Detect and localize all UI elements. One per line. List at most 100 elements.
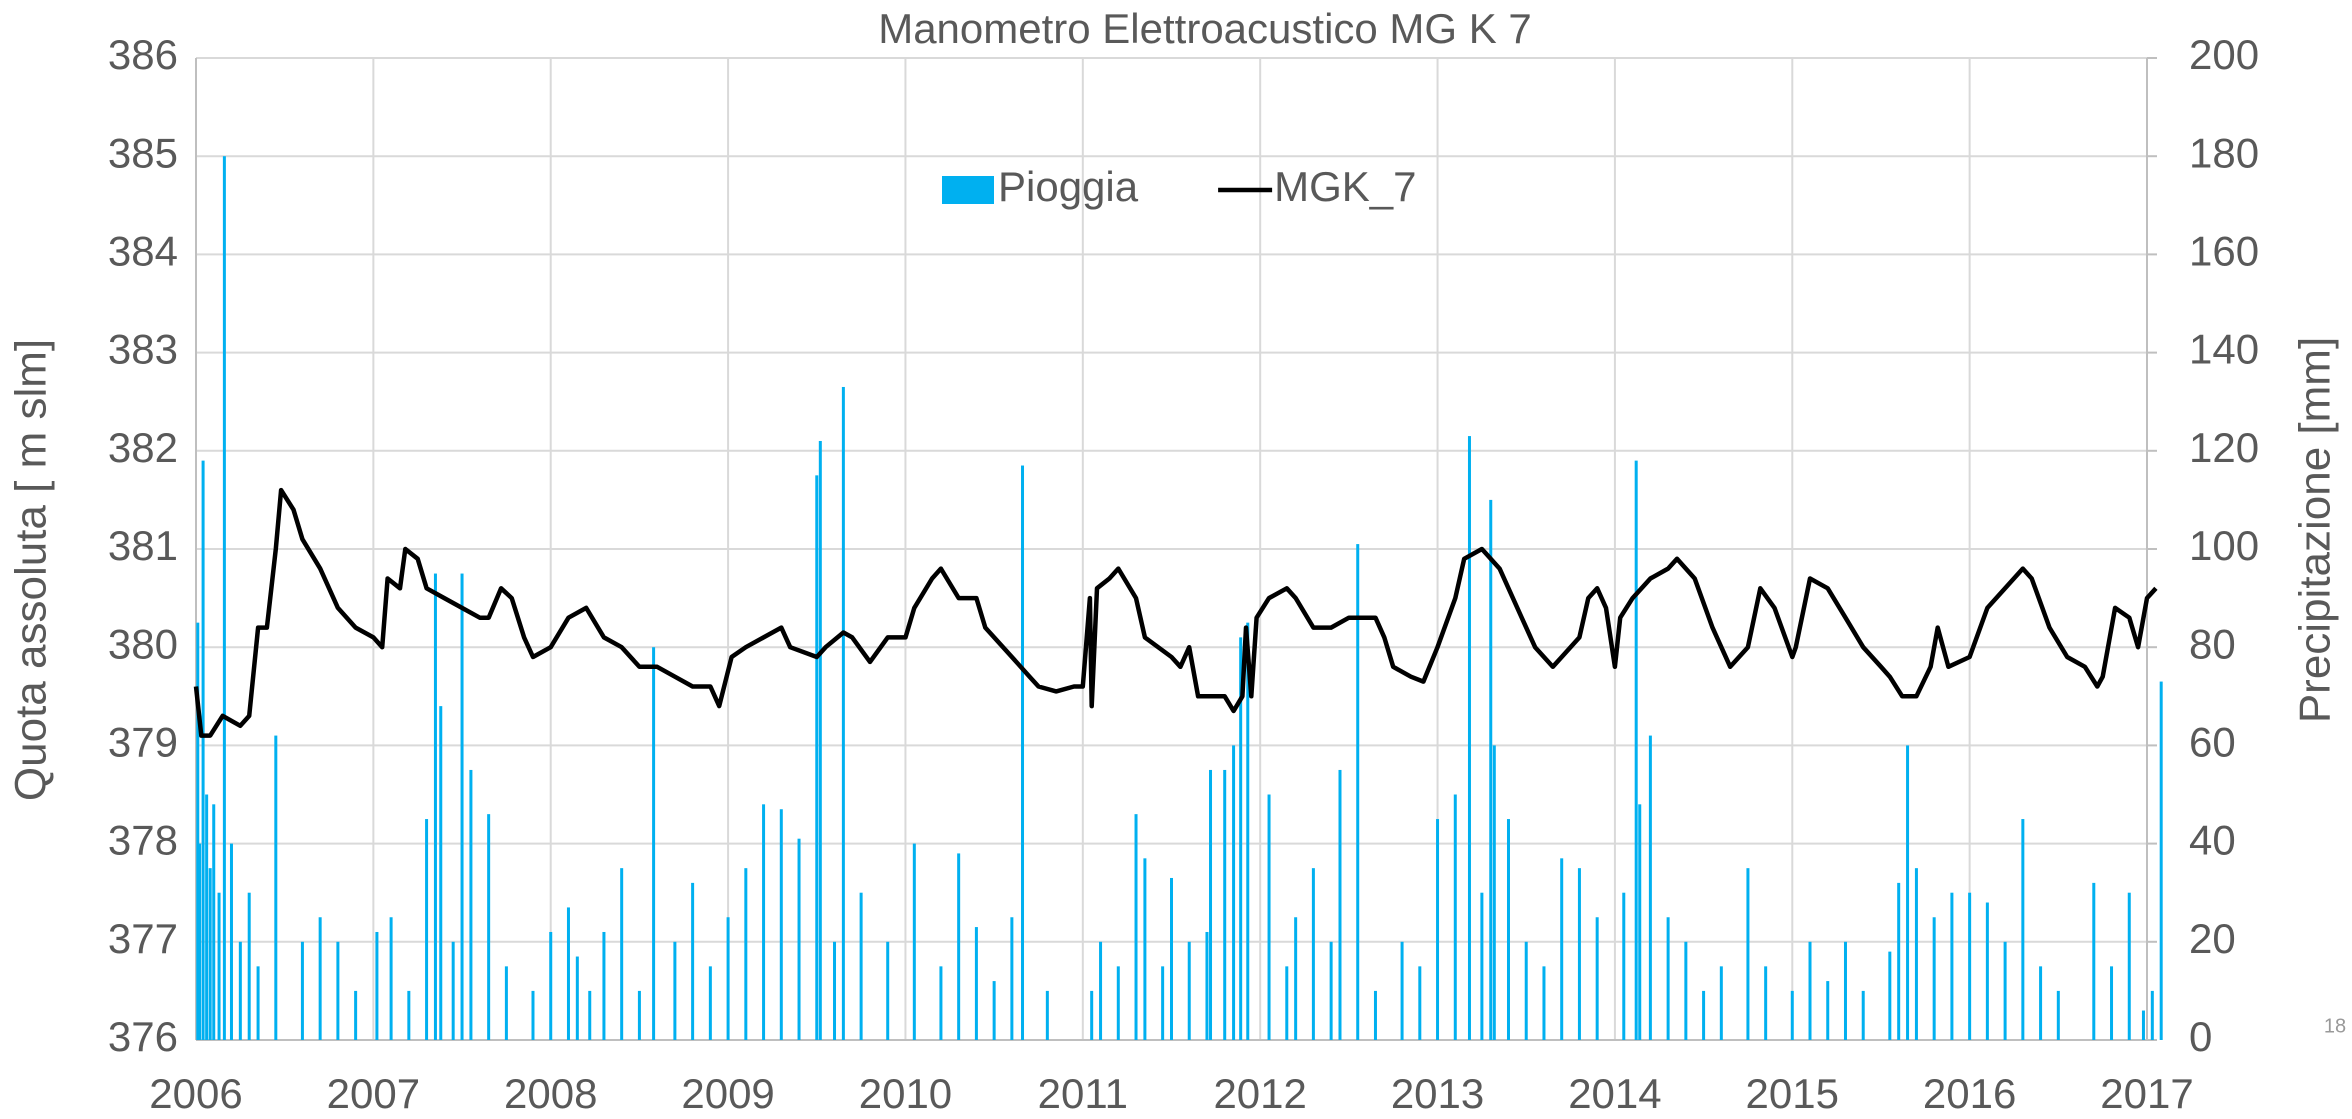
y-tick-label: 377	[108, 915, 178, 962]
bar	[1764, 966, 1768, 1040]
bar	[1329, 941, 1333, 1040]
y-tick-label: 383	[108, 326, 178, 373]
bar	[1638, 804, 1642, 1040]
bar	[2127, 892, 2131, 1040]
y2-tick-label: 200	[2189, 31, 2259, 78]
bar	[1116, 966, 1120, 1040]
bar	[566, 907, 570, 1040]
bar	[1170, 877, 1173, 1040]
bar	[1634, 460, 1638, 1040]
bar	[1285, 966, 1289, 1040]
y2-tick-label: 100	[2189, 522, 2259, 569]
bar	[256, 966, 260, 1040]
bar	[336, 941, 340, 1040]
y2-tick-label: 80	[2189, 620, 2236, 667]
bar	[201, 460, 205, 1040]
bar	[1906, 745, 1910, 1040]
bar	[992, 981, 996, 1040]
bar	[1861, 990, 1865, 1040]
bar	[389, 917, 393, 1040]
bar	[217, 892, 221, 1040]
bar	[588, 990, 592, 1040]
bar	[1648, 735, 1652, 1040]
bar	[1595, 917, 1599, 1040]
bar	[886, 941, 890, 1040]
bar	[1418, 966, 1422, 1040]
y2-tick-label: 20	[2189, 915, 2236, 962]
bar	[274, 735, 278, 1040]
bar	[1143, 858, 1147, 1040]
bar	[2110, 966, 2114, 1040]
bar	[487, 814, 491, 1040]
bar	[620, 868, 624, 1040]
y2-tick-label: 60	[2189, 718, 2236, 765]
bar	[229, 843, 233, 1040]
bar	[1790, 990, 1794, 1040]
bar	[1684, 941, 1688, 1040]
legend-swatch	[942, 176, 994, 204]
bar	[1826, 981, 1830, 1040]
bar	[1467, 436, 1471, 1040]
bar	[300, 941, 304, 1040]
bar	[1492, 745, 1496, 1040]
bar	[1666, 917, 1670, 1040]
bar	[1209, 769, 1213, 1040]
x-tick-label: 2009	[681, 1070, 774, 1117]
bar	[2056, 990, 2060, 1040]
bar	[1622, 892, 1626, 1040]
bar	[1746, 868, 1750, 1040]
bar	[1311, 868, 1315, 1040]
x-tick-label: 2008	[504, 1070, 597, 1117]
bar	[1914, 868, 1918, 1040]
bar	[815, 475, 819, 1041]
bar	[1560, 858, 1564, 1040]
bar	[433, 573, 437, 1040]
bar	[1400, 941, 1404, 1040]
bar	[1232, 745, 1236, 1040]
y2-axis-title: Precipitazione [mm]	[2291, 337, 2340, 723]
bar	[818, 440, 822, 1041]
bar	[212, 804, 216, 1040]
bar	[451, 941, 455, 1040]
bar	[196, 622, 200, 1040]
bar	[1897, 882, 1901, 1040]
bar	[602, 931, 606, 1040]
bar	[238, 941, 242, 1040]
bar	[2021, 819, 2025, 1040]
y2-tick-label: 0	[2189, 1013, 2212, 1060]
bar	[1205, 931, 1209, 1040]
bar	[1338, 769, 1342, 1040]
bar	[375, 931, 379, 1040]
bar	[2039, 966, 2043, 1040]
bar	[354, 990, 358, 1040]
bar	[205, 794, 209, 1040]
bar	[1267, 794, 1271, 1040]
x-tick-label: 2007	[327, 1070, 420, 1117]
legend-label: MGK_7	[1274, 163, 1416, 210]
bar	[1010, 917, 1014, 1040]
bar	[318, 917, 322, 1040]
page-number: 18	[2324, 1015, 2346, 1037]
bar	[708, 966, 712, 1040]
bar	[797, 838, 801, 1040]
bar	[691, 882, 695, 1040]
bar	[762, 804, 766, 1040]
bar	[1045, 990, 1049, 1040]
y-tick-label: 382	[108, 424, 178, 471]
bar	[2150, 990, 2154, 1040]
bar	[1577, 868, 1581, 1040]
bar	[425, 819, 429, 1040]
x-tick-label: 2017	[2100, 1070, 2193, 1117]
bar	[1090, 990, 1094, 1040]
line	[193, 487, 2158, 738]
bar	[779, 809, 783, 1040]
chart-title: Manometro Elettroacustico MG K 7	[878, 5, 1532, 52]
bar	[1506, 819, 1510, 1040]
bar	[1246, 622, 1250, 1040]
x-tick-label: 2013	[1391, 1070, 1484, 1117]
bar	[2159, 681, 2163, 1040]
bar	[957, 853, 961, 1040]
bar	[469, 769, 473, 1040]
bar	[744, 868, 748, 1040]
